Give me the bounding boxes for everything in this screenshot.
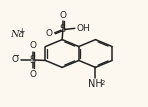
Text: O: O [12,55,19,64]
Text: O: O [29,41,36,50]
Text: O: O [46,29,53,38]
Text: S: S [60,24,66,34]
Text: 2: 2 [100,80,105,86]
Text: Na: Na [10,30,25,39]
Text: −: − [12,51,19,60]
Text: O: O [59,11,66,20]
Text: S: S [30,55,36,65]
Text: +: + [18,27,25,36]
Text: OH: OH [77,24,91,33]
Text: O: O [29,70,36,79]
Text: NH: NH [88,79,103,89]
